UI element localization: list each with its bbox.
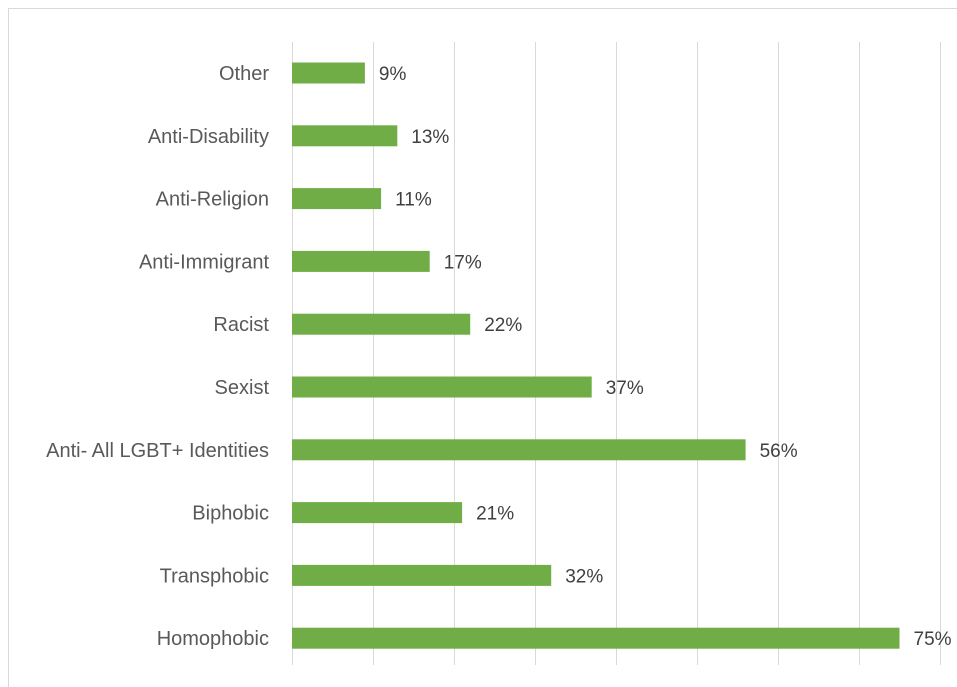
bar bbox=[292, 188, 382, 210]
data-label: 22% bbox=[484, 315, 522, 336]
gridlines bbox=[292, 42, 941, 665]
data-label: 9% bbox=[379, 64, 407, 85]
data-labels: 9% 13% 11% 17% 22% 37% 56% 21% 32% 75% bbox=[379, 64, 952, 650]
category-label: Anti-Immigrant bbox=[139, 251, 269, 273]
category-label: Biphobic bbox=[192, 503, 269, 525]
data-label: 56% bbox=[760, 441, 798, 462]
data-label: 11% bbox=[395, 190, 432, 211]
category-label: Transphobic bbox=[160, 565, 269, 587]
category-label: Other bbox=[219, 63, 269, 85]
bar bbox=[292, 62, 365, 84]
bar bbox=[292, 439, 746, 461]
bar bbox=[292, 313, 471, 335]
bar bbox=[292, 376, 592, 398]
data-label: 17% bbox=[444, 252, 482, 273]
category-label: Racist bbox=[213, 314, 269, 336]
bar bbox=[292, 250, 430, 272]
category-label: Anti-Religion bbox=[156, 189, 269, 211]
data-label: 21% bbox=[476, 504, 514, 525]
data-label: 75% bbox=[914, 629, 952, 650]
bars bbox=[292, 62, 900, 649]
category-label: Anti-Disability bbox=[148, 126, 269, 148]
category-label: Anti- All LGBT+ Identities bbox=[46, 440, 269, 462]
bar bbox=[292, 125, 398, 147]
category-label: Homophobic bbox=[157, 628, 269, 650]
data-label: 32% bbox=[565, 566, 603, 587]
data-label: 13% bbox=[411, 127, 449, 148]
bar bbox=[292, 502, 463, 524]
bar bbox=[292, 564, 552, 586]
category-labels: Other Anti-Disability Anti-Religion Anti-Im… bbox=[46, 63, 269, 650]
data-label: 37% bbox=[606, 378, 644, 399]
category-label: Sexist bbox=[215, 377, 270, 399]
bar bbox=[292, 627, 900, 649]
